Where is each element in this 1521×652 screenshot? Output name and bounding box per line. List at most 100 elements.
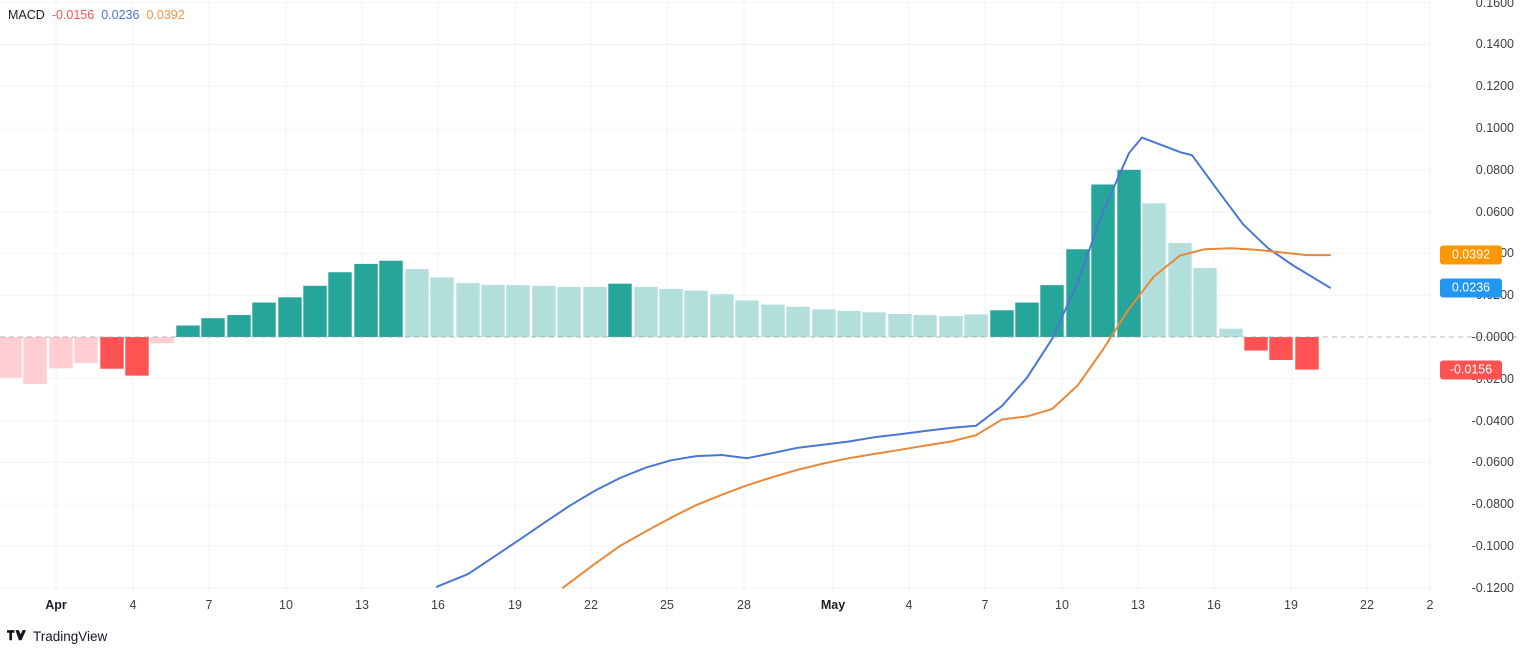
time-axis-tick: May bbox=[820, 598, 846, 612]
histogram-bar bbox=[201, 318, 225, 337]
histogram-bar bbox=[532, 285, 556, 337]
histogram-bar bbox=[1244, 337, 1268, 351]
histogram-bar bbox=[506, 285, 530, 337]
macd-legend[interactable]: MACD -0.0156 0.0236 0.0392 bbox=[8, 8, 185, 22]
time-axis-tick: 10 bbox=[1055, 598, 1069, 612]
histogram-bar bbox=[862, 312, 886, 337]
histogram-bar bbox=[456, 283, 480, 337]
histogram-bar bbox=[659, 288, 683, 337]
histogram-bar bbox=[405, 269, 429, 337]
histogram-bar bbox=[303, 285, 327, 337]
price-badge-histogram[interactable]: -0.0156 bbox=[1440, 360, 1502, 380]
time-axis-tick: 19 bbox=[508, 598, 522, 612]
histogram-bar bbox=[328, 272, 352, 337]
time-axis-tick: 25 bbox=[660, 598, 674, 612]
histogram-bar bbox=[1015, 302, 1039, 337]
histogram-bar bbox=[1193, 268, 1217, 337]
histogram-bar bbox=[49, 337, 73, 369]
histogram-bar bbox=[354, 263, 378, 337]
histogram-bar bbox=[1040, 285, 1064, 337]
price-axis-tick: 0.0600 bbox=[1475, 204, 1514, 219]
tradingview-brand-name: TradingView bbox=[33, 629, 108, 644]
price-axis-tick: 0.1400 bbox=[1475, 37, 1514, 52]
histogram-bar bbox=[583, 286, 607, 337]
indicator-lines-layer bbox=[436, 136, 1331, 589]
time-axis-tick: Apr bbox=[45, 598, 67, 612]
histogram-bar bbox=[939, 316, 963, 337]
time-axis-tick: 22 bbox=[1360, 598, 1374, 612]
histogram-bar bbox=[1142, 203, 1166, 337]
histogram-bar bbox=[735, 300, 759, 337]
histogram-bar bbox=[964, 314, 988, 337]
price-axis[interactable]: 0.16000.14000.12000.10000.08000.06000.04… bbox=[1430, 0, 1521, 652]
time-axis-tick: 7 bbox=[981, 598, 989, 612]
histogram-bar bbox=[1295, 337, 1319, 370]
price-axis-tick: 0.1200 bbox=[1475, 79, 1514, 94]
histogram-bar bbox=[761, 304, 785, 337]
time-axis-tick: 13 bbox=[1131, 598, 1145, 612]
time-axis-tick: 16 bbox=[1207, 598, 1221, 612]
time-axis-tick: 28 bbox=[737, 598, 751, 612]
price-axis-tick: 0.1000 bbox=[1475, 121, 1514, 136]
price-axis-tick: -0.0800 bbox=[1471, 497, 1514, 512]
time-axis-tick: 22 bbox=[584, 598, 598, 612]
price-badge-macd[interactable]: 0.0236 bbox=[1440, 278, 1502, 298]
histogram-bar bbox=[74, 337, 98, 364]
histogram-bar bbox=[913, 315, 937, 337]
histogram-bar bbox=[23, 337, 47, 385]
histogram-bar bbox=[227, 315, 251, 337]
histogram-bar bbox=[150, 337, 174, 344]
histogram-bars-layer bbox=[0, 169, 1319, 385]
legend-histogram-value: -0.0156 bbox=[51, 8, 95, 22]
legend-signal-value: 0.0392 bbox=[146, 8, 185, 22]
price-axis-tick: -0.0400 bbox=[1471, 413, 1514, 428]
histogram-bar bbox=[278, 297, 302, 337]
price-badge-signal[interactable]: 0.0392 bbox=[1440, 245, 1502, 265]
legend-macd-value: 0.0236 bbox=[101, 8, 140, 22]
histogram-bar bbox=[252, 302, 276, 337]
histogram-bar bbox=[0, 337, 22, 378]
histogram-bar bbox=[1066, 249, 1090, 337]
histogram-bar bbox=[837, 310, 861, 337]
time-axis-tick: 13 bbox=[355, 598, 369, 612]
legend-title: MACD bbox=[8, 8, 45, 22]
price-axis-tick: -0.0000 bbox=[1471, 330, 1514, 344]
histogram-bar bbox=[557, 286, 581, 337]
histogram-bar bbox=[786, 306, 810, 337]
histogram-bar bbox=[710, 294, 734, 337]
histogram-bar bbox=[100, 337, 124, 369]
series-line-signal bbox=[562, 247, 1331, 589]
histogram-bar bbox=[379, 260, 403, 337]
price-axis-tick: -0.1200 bbox=[1471, 580, 1514, 595]
histogram-bar bbox=[125, 337, 149, 376]
histogram-bar bbox=[608, 283, 632, 337]
histogram-bar bbox=[1091, 184, 1115, 337]
histogram-bar bbox=[176, 325, 200, 337]
tradingview-brand: TradingView bbox=[7, 629, 107, 644]
time-axis-tick: 4 bbox=[129, 598, 137, 612]
price-axis-tick: -0.1000 bbox=[1471, 538, 1514, 553]
histogram-bar bbox=[1219, 328, 1243, 337]
time-axis-tick: 10 bbox=[279, 598, 293, 612]
histogram-bar bbox=[888, 314, 912, 337]
series-line-macd bbox=[436, 136, 1331, 588]
histogram-bar bbox=[812, 309, 836, 337]
price-axis-tick: -0.0600 bbox=[1471, 455, 1514, 470]
time-axis[interactable]: Apr 4 7 10 13 16 19 22 25 28 May 4 7 10 13 16 19 22 2 bbox=[0, 592, 1433, 622]
histogram-bar bbox=[684, 290, 708, 337]
time-axis-tick: 7 bbox=[205, 598, 213, 612]
time-axis-tick: 4 bbox=[905, 598, 913, 612]
time-axis-tick: 16 bbox=[431, 598, 445, 612]
grid-layer bbox=[0, 0, 1431, 592]
price-axis-tick: 0.0800 bbox=[1475, 162, 1514, 177]
price-axis-tick: 0.1600 bbox=[1475, 0, 1514, 10]
histogram-bar bbox=[1269, 337, 1293, 360]
histogram-bar bbox=[481, 284, 505, 337]
histogram-bar bbox=[430, 277, 454, 337]
histogram-bar bbox=[634, 286, 658, 337]
tradingview-logo-icon bbox=[7, 630, 26, 641]
histogram-bar bbox=[990, 310, 1014, 337]
histogram-bar bbox=[1117, 169, 1141, 337]
